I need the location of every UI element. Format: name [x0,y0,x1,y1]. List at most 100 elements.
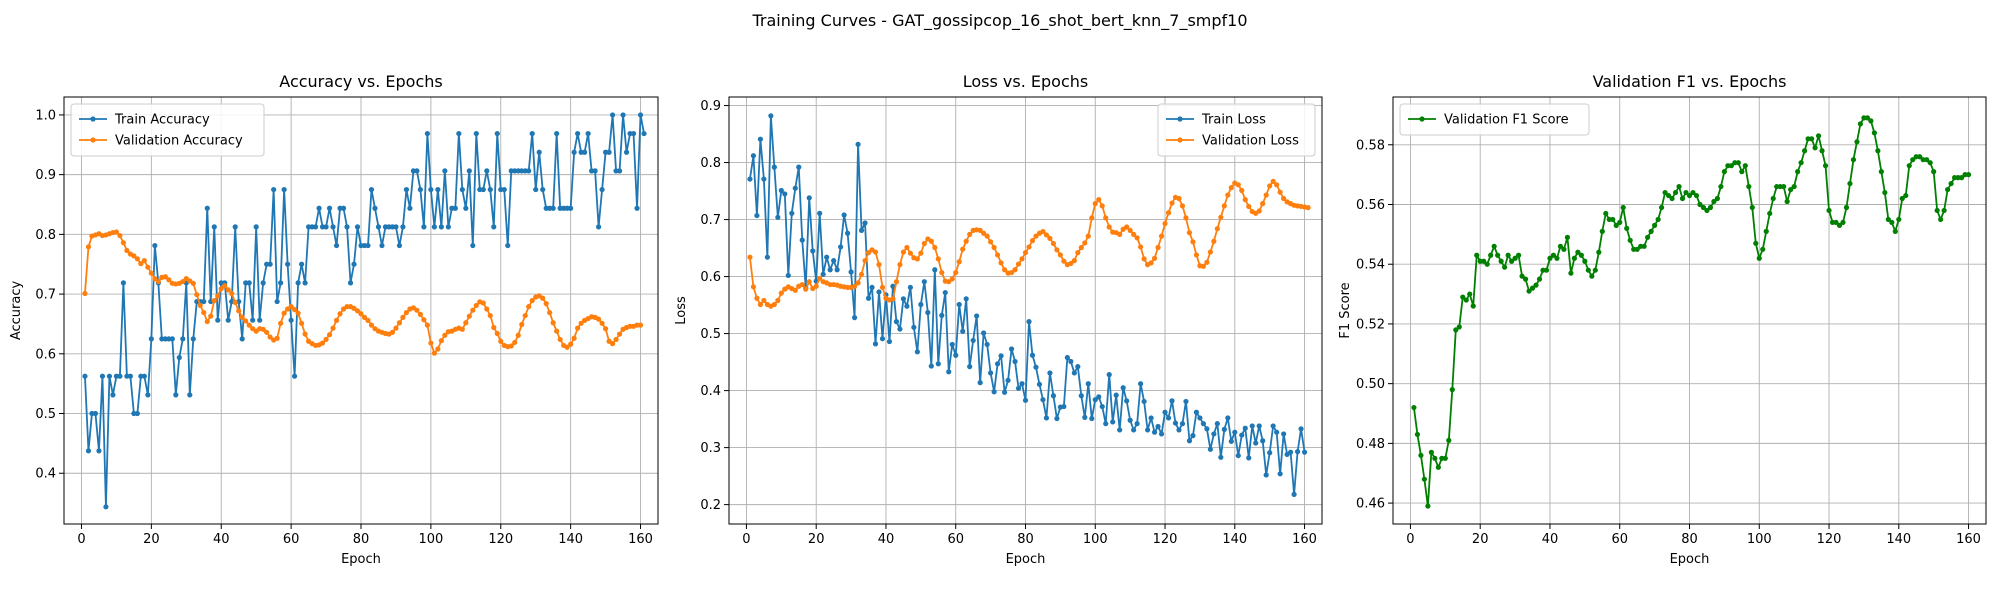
x-tick-label: 0 [77,532,85,547]
data-point [487,312,493,319]
x-axis-label: Epoch [1006,552,1046,567]
data-point [550,205,556,211]
data-point [1889,219,1895,226]
data-point [1012,358,1018,365]
data-point [1075,364,1081,370]
data-point [442,168,448,174]
data-point [981,230,987,236]
data-point [792,185,798,191]
data-point [1456,324,1462,330]
data-point [494,330,500,337]
data-point [1658,204,1665,211]
data-point [536,149,542,155]
data-point [613,336,619,343]
data-point [1221,426,1227,432]
data-point [550,320,556,326]
data-point [326,205,333,211]
data-point [1815,133,1822,139]
data-point [1721,169,1727,175]
figure-suptitle: Training Curves - GAT_gossipcop_16_shot_… [751,11,1247,31]
data-point [236,308,242,314]
data-point [323,336,329,343]
data-point [1008,269,1015,276]
data-point [1589,273,1595,279]
data-point [1665,192,1672,199]
data-point [949,341,955,348]
data-point [232,224,238,230]
data-point [463,205,469,211]
data-point [963,296,969,302]
y-tick-label: 0.56 [1356,198,1385,213]
data-point [1214,226,1220,232]
data-point [117,232,123,239]
data-point [1878,169,1884,175]
data-point [775,297,781,304]
series-line-2 [749,180,1309,308]
data-point [1015,261,1022,267]
data-point [886,338,893,345]
data-point [201,309,207,316]
data-point [1676,183,1682,190]
data-point [623,149,630,155]
data-point [796,164,802,170]
data-point [1012,267,1018,273]
data-point [907,284,913,291]
data-point [1795,169,1801,175]
data-point [592,168,598,174]
data-point [470,307,476,313]
data-point [333,242,340,249]
data-point [1127,227,1133,233]
legend-label: Validation F1 Score [1444,113,1569,128]
data-point [246,280,252,286]
data-point [1840,219,1846,226]
data-point [1232,429,1238,435]
data-point [361,314,368,320]
data-point [834,267,840,273]
data-point [278,320,284,326]
data-point [1679,195,1686,202]
data-point [869,284,875,291]
data-point [771,164,777,170]
x-tick-label: 100 [418,532,443,547]
data-point [166,277,172,283]
data-point [1515,252,1522,258]
data-point [285,261,291,267]
data-point [540,295,546,301]
data-point [1029,238,1036,244]
x-tick-label: 20 [143,532,160,547]
x-tick-label: 140 [1222,532,1247,547]
data-point [1138,381,1144,387]
data-point [1543,267,1550,273]
data-point [438,224,444,230]
data-point [1165,415,1172,421]
data-point [1554,255,1560,261]
data-point [956,301,962,308]
data-point [1200,421,1206,427]
data-point [1138,244,1144,250]
data-point [190,336,196,342]
data-point [1571,255,1577,261]
data-point [1131,231,1137,237]
data-point [204,205,210,211]
series-group [747,113,1311,497]
data-point [124,247,130,254]
data-point [1047,235,1053,241]
data-point [260,280,266,286]
y-tick-label: 0.48 [1356,437,1385,452]
data-point [1449,387,1455,393]
data-point [557,336,563,343]
data-point [1512,255,1518,261]
data-point [1277,189,1283,195]
data-point [641,130,647,137]
data-point [456,130,462,137]
data-point [1117,231,1123,237]
data-point [1054,247,1060,253]
x-axis-label: Epoch [1670,552,1710,567]
data-point [1239,432,1245,438]
data-point [1103,215,1109,221]
data-point [1641,243,1647,249]
data-point [368,322,375,328]
data-point [155,278,161,285]
data-point [1008,346,1015,352]
data-point [1550,252,1557,258]
